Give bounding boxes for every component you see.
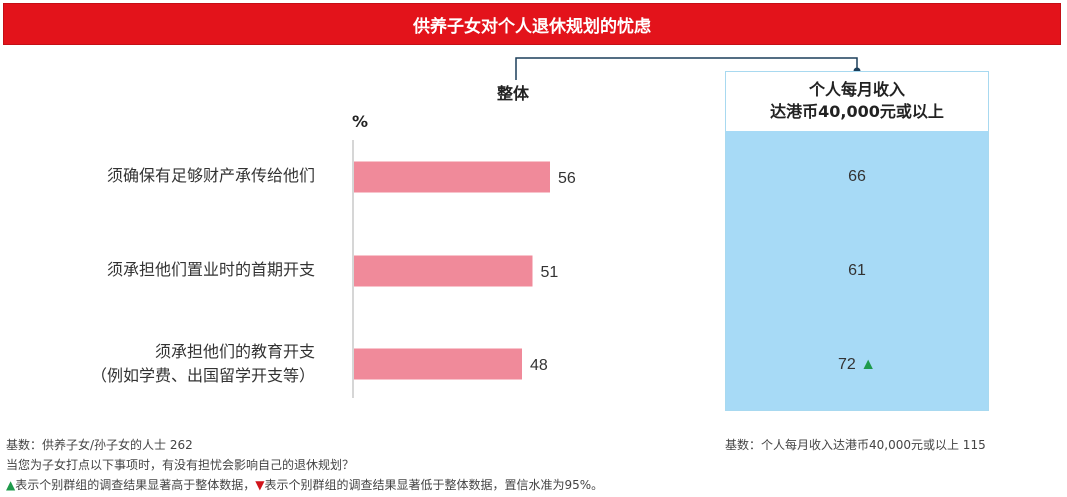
bar bbox=[354, 161, 550, 193]
chart-title: 供养子女对个人退休规划的忧虑 bbox=[413, 16, 651, 37]
chart-title-bar: 供养子女对个人退休规划的忧虑 bbox=[3, 3, 1061, 45]
legend-down-icon: ▼ bbox=[255, 478, 265, 492]
legend-up-icon: ▲ bbox=[6, 478, 16, 492]
base-note-right: 基数：个人每月收入达港币40,000元或以上 115 bbox=[725, 438, 986, 452]
category-line: 须承担他们置业时的首期开支 bbox=[106, 260, 315, 279]
category-label: 须确保有足够财产承传给他们 bbox=[107, 164, 315, 188]
bar-value-label: 51 bbox=[541, 264, 559, 281]
legend-up-text: 表示个别群组的调查结果显著高于整体数据， bbox=[15, 478, 256, 492]
category-label: 须承担他们置业时的首期开支 bbox=[107, 258, 315, 282]
legend-down-text: 表示个别群组的调查结果显著低于整体数据，置信水准为95%。 bbox=[264, 478, 604, 492]
subgroup-value-text: 72 bbox=[837, 356, 856, 373]
category-label: 须承担他们的教育开支 （例如学费、出国留学开支等） bbox=[91, 340, 315, 388]
significance-legend: ▲表示个别群组的调查结果显著高于整体数据，▼表示个别群组的调查结果显著低于整体数… bbox=[6, 476, 603, 493]
subgroup-value-text: 66 bbox=[848, 168, 866, 185]
bar-value-label: 48 bbox=[530, 357, 548, 374]
bar bbox=[354, 255, 533, 287]
unit-label: % bbox=[352, 112, 369, 131]
subgroup-title-line2: 达港币40,000元或以上 bbox=[770, 102, 944, 121]
subgroup-value: 72 ▲ bbox=[726, 356, 988, 374]
question-note: 当您为子女打点以下事项时，有没有担忧会影响自己的退休规划？ bbox=[6, 458, 355, 472]
subgroup-panel-fill bbox=[726, 131, 988, 410]
overall-header: 整体 bbox=[497, 84, 530, 103]
subgroup-value: 61 bbox=[726, 262, 988, 280]
bar bbox=[354, 348, 522, 380]
subgroup-value: 66 bbox=[726, 168, 988, 186]
subgroup-panel-title: 个人每月收入 达港币40,000元或以上 bbox=[726, 79, 988, 123]
category-line: 须承担他们的教育开支 bbox=[154, 342, 315, 361]
bar-value-label: 56 bbox=[558, 170, 576, 187]
significance-up-icon: ▲ bbox=[860, 356, 877, 373]
base-note-left: 基数：供养子女/孙子女的人士 262 bbox=[6, 438, 193, 452]
subgroup-title-line1: 个人每月收入 bbox=[808, 80, 905, 99]
overall-bar-chart: 56 51 48 bbox=[352, 140, 576, 398]
category-line: （例如学费、出国留学开支等） bbox=[90, 366, 315, 385]
subgroup-value-text: 61 bbox=[848, 262, 866, 279]
category-line: 须确保有足够财产承传给他们 bbox=[106, 166, 315, 185]
